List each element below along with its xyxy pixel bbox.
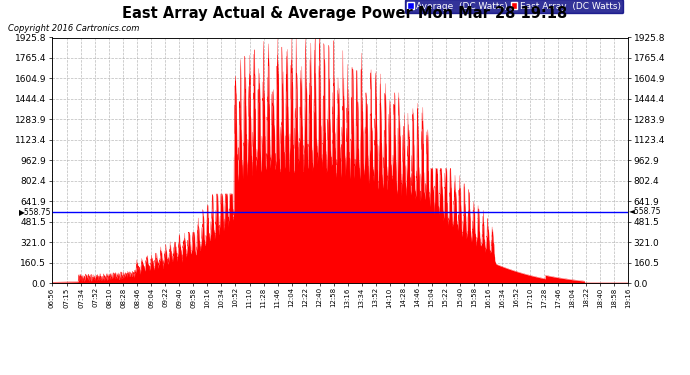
Text: East Array Actual & Average Power Mon Mar 28 19:18: East Array Actual & Average Power Mon Ma…	[122, 6, 568, 21]
Legend: Average  (DC Watts), East Array  (DC Watts): Average (DC Watts), East Array (DC Watts…	[404, 0, 623, 13]
Text: Copyright 2016 Cartronics.com: Copyright 2016 Cartronics.com	[8, 24, 139, 33]
Text: ◄558.75: ◄558.75	[629, 207, 661, 216]
Text: ▶558.75: ▶558.75	[19, 207, 51, 216]
